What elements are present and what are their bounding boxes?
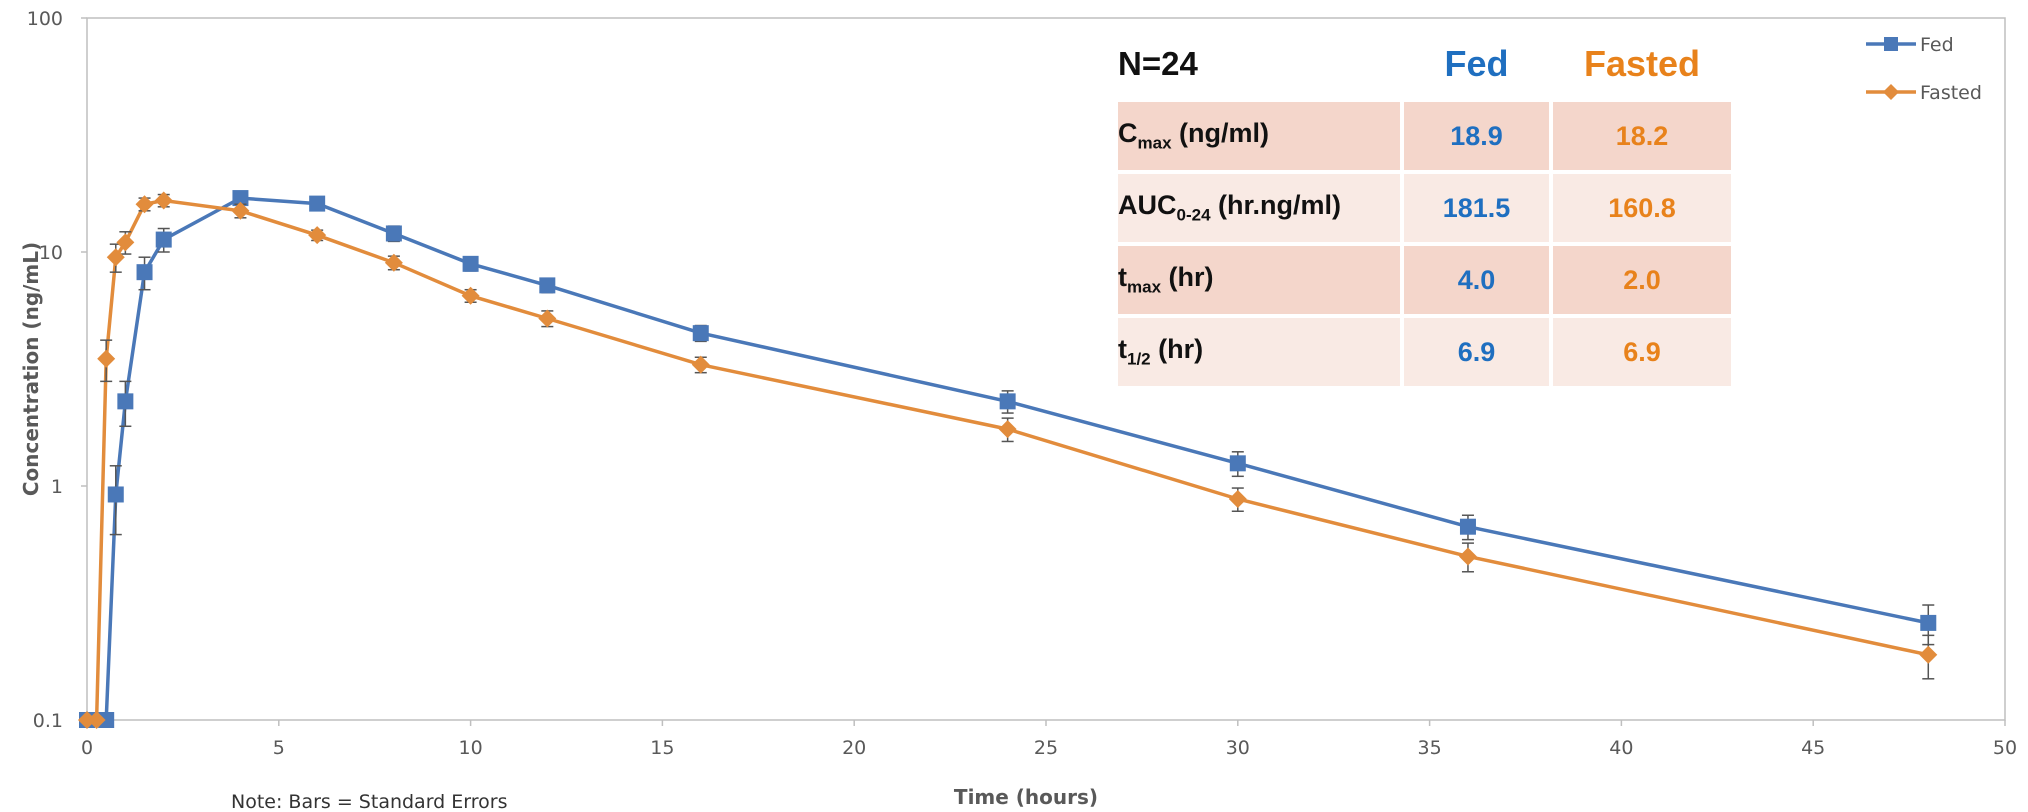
n-label: N=24	[1118, 45, 1198, 82]
param-thalf: t1/2 (hr)	[1118, 314, 1404, 386]
legend-marker-fasted	[1883, 84, 1899, 100]
x-tick-label: 15	[650, 737, 674, 759]
x-axis: 0 5 10 15 20 25 30 35 40 45 50	[81, 720, 2017, 759]
param-subscript: max	[1127, 277, 1162, 297]
param-name: t	[1118, 262, 1127, 293]
table-row: AUC0-24 (hr.ng/ml) 181.5 160.8	[1118, 170, 1735, 244]
x-tick-label: 45	[1801, 737, 1825, 759]
param-name: AUC	[1118, 190, 1177, 221]
series-fed	[79, 190, 1937, 728]
fasted-value: 6.9	[1551, 314, 1735, 386]
data-point-fasted	[998, 420, 1017, 439]
data-point-fed	[309, 195, 326, 212]
fed-value: 18.9	[1402, 98, 1553, 172]
x-tick-label: 50	[1993, 737, 2017, 759]
series-fasted	[78, 191, 1938, 729]
x-tick-label: 5	[273, 737, 285, 759]
data-point-fasted	[538, 309, 557, 328]
legend-marker-fed	[1884, 37, 1898, 51]
x-tick-label: 35	[1418, 737, 1442, 759]
data-point-fasted	[116, 233, 135, 252]
data-point-fed	[385, 225, 402, 242]
data-point-fasted	[135, 195, 154, 214]
x-tick-label: 0	[81, 737, 93, 759]
data-point-fed	[999, 393, 1016, 410]
data-point-fasted	[78, 711, 96, 729]
param-unit: (hr)	[1161, 262, 1214, 293]
table-header-row: N=24 Fed Fasted	[1118, 30, 1733, 100]
x-tick-label: 40	[1609, 737, 1633, 759]
legend-label-fasted: Fasted	[1920, 82, 1982, 104]
y-tick-label: 0.1	[33, 710, 63, 732]
y-tick-label: 100	[27, 8, 63, 30]
note-text: Note: Bars = Standard Errors	[231, 791, 508, 812]
param-subscript: max	[1137, 133, 1172, 153]
x-tick-label: 20	[842, 737, 866, 759]
data-point-fasted	[461, 286, 480, 305]
data-point-fasted	[384, 253, 403, 272]
fed-value: 6.9	[1402, 314, 1553, 386]
data-point-fed	[1229, 455, 1246, 472]
x-axis-title: Time (hours)	[954, 785, 1098, 809]
fed-value: 181.5	[1402, 170, 1553, 244]
data-point-fed	[107, 486, 124, 503]
data-point-fed	[1459, 518, 1476, 535]
data-point-fasted	[97, 349, 116, 368]
data-point-fasted	[691, 355, 710, 374]
data-point-fed	[136, 264, 153, 281]
data-point-fasted	[106, 248, 125, 267]
data-point-fasted	[87, 711, 106, 729]
series-layer	[78, 190, 1938, 729]
legend-label-fed: Fed	[1920, 34, 1954, 56]
param-unit: (hr.ng/ml)	[1210, 190, 1342, 221]
table-row: Cmax (ng/ml) 18.9 18.2	[1118, 98, 1735, 172]
data-point-fed	[692, 325, 709, 342]
x-tick-label: 30	[1226, 737, 1250, 759]
fasted-value: 160.8	[1551, 170, 1735, 244]
param-unit: (hr)	[1150, 334, 1204, 365]
param-name: t	[1118, 334, 1127, 365]
param-cmax: Cmax (ng/ml)	[1118, 98, 1404, 172]
y-axis: 0.1 1 10 100	[27, 8, 87, 732]
legend: Fed Fasted	[1866, 34, 1982, 104]
x-tick-label: 25	[1034, 737, 1058, 759]
fed-header: Fed	[1444, 43, 1509, 84]
y-tick-label: 1	[51, 476, 63, 498]
data-point-fed	[232, 190, 249, 207]
data-point-fed	[98, 712, 115, 728]
fed-value: 4.0	[1402, 242, 1553, 316]
y-axis-title: Concentration (ng/mL)	[19, 242, 43, 496]
data-point-fed	[1920, 614, 1937, 631]
data-point-fed	[539, 277, 556, 294]
data-point-fasted	[154, 191, 173, 210]
data-point-fasted	[231, 201, 250, 220]
pk-parameters-table: N=24 Fed Fasted Cmax (ng/ml) 18.9 18.2 A…	[1118, 30, 1735, 386]
data-point-fed	[155, 231, 172, 248]
x-tick-label: 10	[459, 737, 483, 759]
data-point-fasted	[308, 226, 327, 245]
y-tick-label: 10	[39, 242, 63, 264]
param-subscript: 1/2	[1127, 349, 1151, 369]
data-point-fasted	[1458, 547, 1477, 566]
data-point-fasted	[1228, 489, 1247, 508]
data-point-fed	[117, 393, 134, 410]
table-row: t1/2 (hr) 6.9 6.9	[1118, 314, 1735, 386]
data-point-fed	[462, 255, 479, 272]
param-unit: (ng/ml)	[1171, 118, 1270, 149]
fasted-header: Fasted	[1583, 43, 1701, 84]
param-name: C	[1118, 118, 1138, 149]
param-subscript: 0-24	[1176, 205, 1211, 225]
table-row: tmax (hr) 4.0 2.0	[1118, 242, 1735, 316]
param-tmax: tmax (hr)	[1118, 242, 1404, 316]
fasted-value: 18.2	[1551, 98, 1735, 172]
param-auc: AUC0-24 (hr.ng/ml)	[1118, 170, 1404, 244]
fasted-value: 2.0	[1551, 242, 1735, 316]
data-point-fasted	[1919, 645, 1938, 664]
series-line-fed	[87, 196, 1929, 722]
